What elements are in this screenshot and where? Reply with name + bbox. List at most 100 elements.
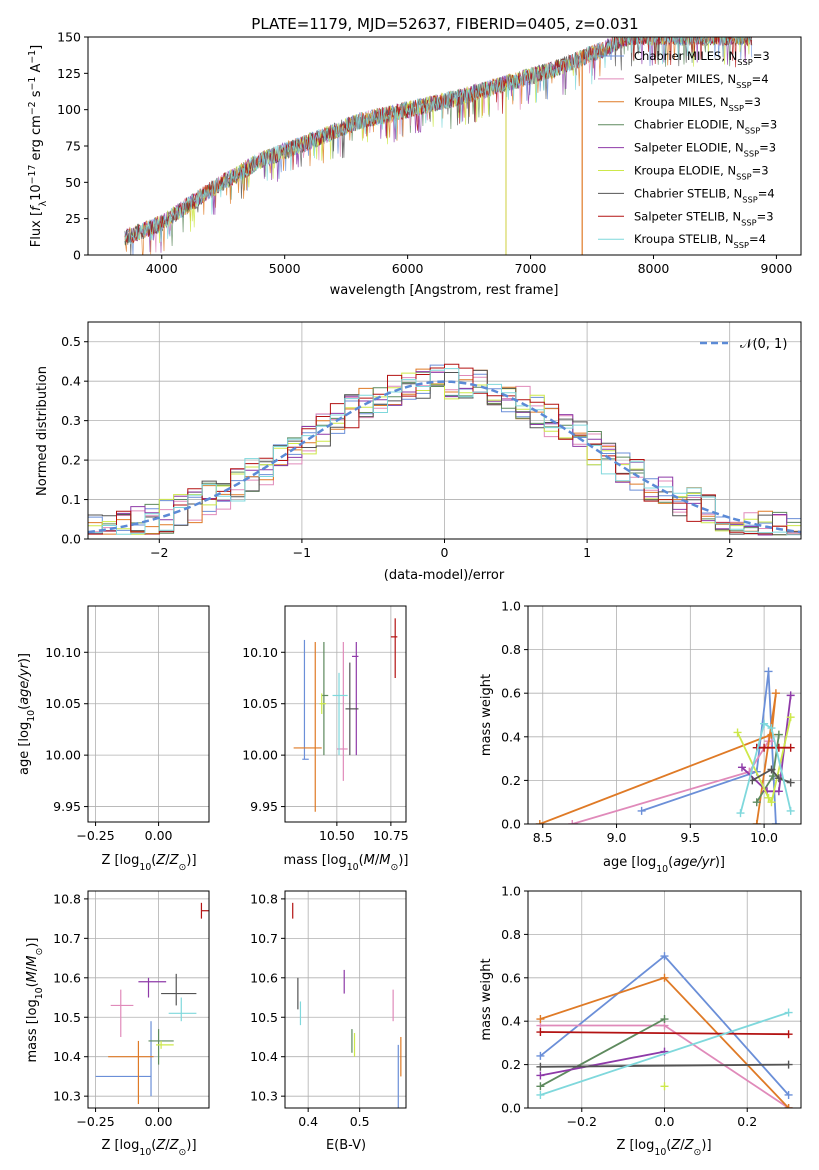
x-tick-label: 8000 <box>638 261 670 276</box>
x-tick-label: 0.5 <box>350 1114 370 1129</box>
x-tick-label: 10.50 <box>319 828 355 843</box>
x-tick-label: 6000 <box>392 261 424 276</box>
weight-marker <box>660 1015 669 1024</box>
weight-line <box>540 1031 789 1036</box>
y-tick-label: 10.7 <box>250 931 278 946</box>
legend: Chabrier MILES, NSSP=3 Salpeter MILES, NS… <box>598 49 777 250</box>
y-tick-label: 0.0 <box>501 817 521 832</box>
legend-entry: Kroupa MILES, NSSP=3 <box>634 95 761 113</box>
y-tick-label: 10.8 <box>53 891 81 906</box>
legend-entry: Kroupa ELODIE, NSSP=3 <box>634 164 769 182</box>
x-axis-label: (data-model)/error <box>384 568 505 583</box>
residual-panel: −2 −1 0 1 2 0.0 0.1 0.2 0.3 0.4 0.5 𝒩(0, 1) (data-mo… <box>35 321 802 583</box>
x-tick-label: 0 <box>441 545 449 560</box>
legend-entry: Salpeter STELIB, NSSP=3 <box>634 209 774 227</box>
x-tick-label: −2 <box>150 545 168 560</box>
y-tick-label: 0 <box>73 248 81 263</box>
weight-line <box>540 1063 789 1068</box>
y-axis-label: Normed distribution <box>35 366 50 496</box>
weight-marker <box>774 730 783 739</box>
mass-vs-metallicity-panel: −0.25 0.00 10.3 10.4 10.5 10.6 10.7 10.8 Z [log1… <box>25 890 210 1158</box>
x-tick-label: 9.0 <box>607 830 627 845</box>
mass-weight-vs-metallicity-panel: −0.2 0.0 0.2 0.0 0.2 0.4 0.6 0.8 1.0 Z [log10(Z/Z… <box>479 884 802 1158</box>
y-tick-label: 0.4 <box>61 374 81 389</box>
y-tick-label: 10.10 <box>45 645 81 660</box>
weight-marker <box>767 798 776 807</box>
x-tick-label: 8.5 <box>533 830 553 845</box>
weight-marker <box>784 1060 793 1069</box>
y-tick-label: 10.6 <box>250 970 278 985</box>
x-axis-label: mass [log10(M/M⊙)] <box>284 853 409 873</box>
axes-frame <box>87 321 802 540</box>
x-tick-label: 10.0 <box>750 830 778 845</box>
weight-marker <box>536 1071 545 1080</box>
weight-marker <box>771 820 780 824</box>
legend-entry: Salpeter MILES, NSSP=4 <box>634 72 769 90</box>
y-tick-label: 0.2 <box>501 1057 521 1072</box>
y-axis-label: mass weight <box>479 674 494 756</box>
x-tick-label: 0.00 <box>145 1114 173 1129</box>
y-tick-label: 0.3 <box>61 413 81 428</box>
weight-marker <box>637 806 646 815</box>
x-tick-label: 0.2 <box>737 1114 757 1129</box>
weight-marker <box>737 763 746 772</box>
weight-marker <box>736 809 745 818</box>
spectrum-line <box>124 37 753 255</box>
y-tick-label: 0.4 <box>501 1014 521 1029</box>
legend-entry: Kroupa STELIB, NSSP=4 <box>634 232 766 250</box>
weight-marker <box>784 1104 793 1108</box>
axes-frame <box>87 890 210 1109</box>
y-axis-label: mass [log10(M/M⊙)] <box>25 938 45 1063</box>
plot-area <box>292 902 402 1108</box>
x-axis-label: age [log10(age/yr)] <box>603 855 725 875</box>
weight-marker <box>536 1090 545 1099</box>
weight-marker <box>767 724 776 733</box>
y-tick-label: 50 <box>65 175 81 190</box>
y-tick-label: 0.1 <box>61 492 81 507</box>
plot-area <box>91 618 212 811</box>
x-tick-label: −0.25 <box>76 828 114 843</box>
y-axis-label: Flux [fλ10−17 erg cm−2 s−1 A−1] <box>27 45 49 247</box>
weight-marker <box>774 774 783 783</box>
weight-marker <box>660 952 669 961</box>
x-tick-label: −0.2 <box>567 1114 597 1129</box>
weight-line <box>539 693 777 824</box>
y-tick-label: 10.3 <box>53 1089 81 1104</box>
plot-area <box>95 902 209 1105</box>
y-tick-label: 9.95 <box>250 799 278 814</box>
weight-marker <box>760 743 769 752</box>
weight-marker <box>752 798 761 807</box>
weight-marker <box>536 1051 545 1060</box>
weight-marker <box>733 728 742 737</box>
weight-marker <box>536 1015 545 1024</box>
x-axis-label: Z [log10(Z/Z⊙)] <box>101 1138 196 1158</box>
y-axis-label: age [log10(age/yr)] <box>17 653 37 775</box>
weight-line <box>751 768 792 784</box>
y-tick-label: 10.4 <box>250 1049 278 1064</box>
x-tick-label: 10.75 <box>373 828 409 843</box>
y-tick-label: 75 <box>65 139 81 154</box>
legend-entry: Salpeter ELODIE, NSSP=3 <box>634 141 776 159</box>
axes-frame <box>284 890 407 1109</box>
x-tick-label: −0.25 <box>76 1114 114 1129</box>
y-axis-label: mass weight <box>479 958 494 1040</box>
axes-frame <box>527 890 802 1109</box>
x-tick-label: 0.4 <box>298 1114 318 1129</box>
y-tick-label: 0.2 <box>61 453 81 468</box>
weight-marker <box>767 765 776 774</box>
weight-marker <box>786 713 795 722</box>
figure-title: PLATE=1179, MJD=52637, FIBERID=0405, z=0… <box>251 15 638 33</box>
weight-marker <box>764 667 773 676</box>
y-tick-label: 10.8 <box>250 891 278 906</box>
y-tick-label: 10.05 <box>45 696 81 711</box>
x-tick-label: 0.0 <box>655 1114 675 1129</box>
y-tick-label: 25 <box>65 211 81 226</box>
weight-marker <box>536 1082 545 1091</box>
y-tick-label: 9.95 <box>53 799 81 814</box>
weight-marker <box>786 743 795 752</box>
weight-marker <box>774 787 783 796</box>
normal-curve <box>88 380 801 534</box>
y-tick-label: 10.4 <box>53 1049 81 1064</box>
weight-marker <box>536 1028 545 1037</box>
x-tick-label: −1 <box>293 545 311 560</box>
